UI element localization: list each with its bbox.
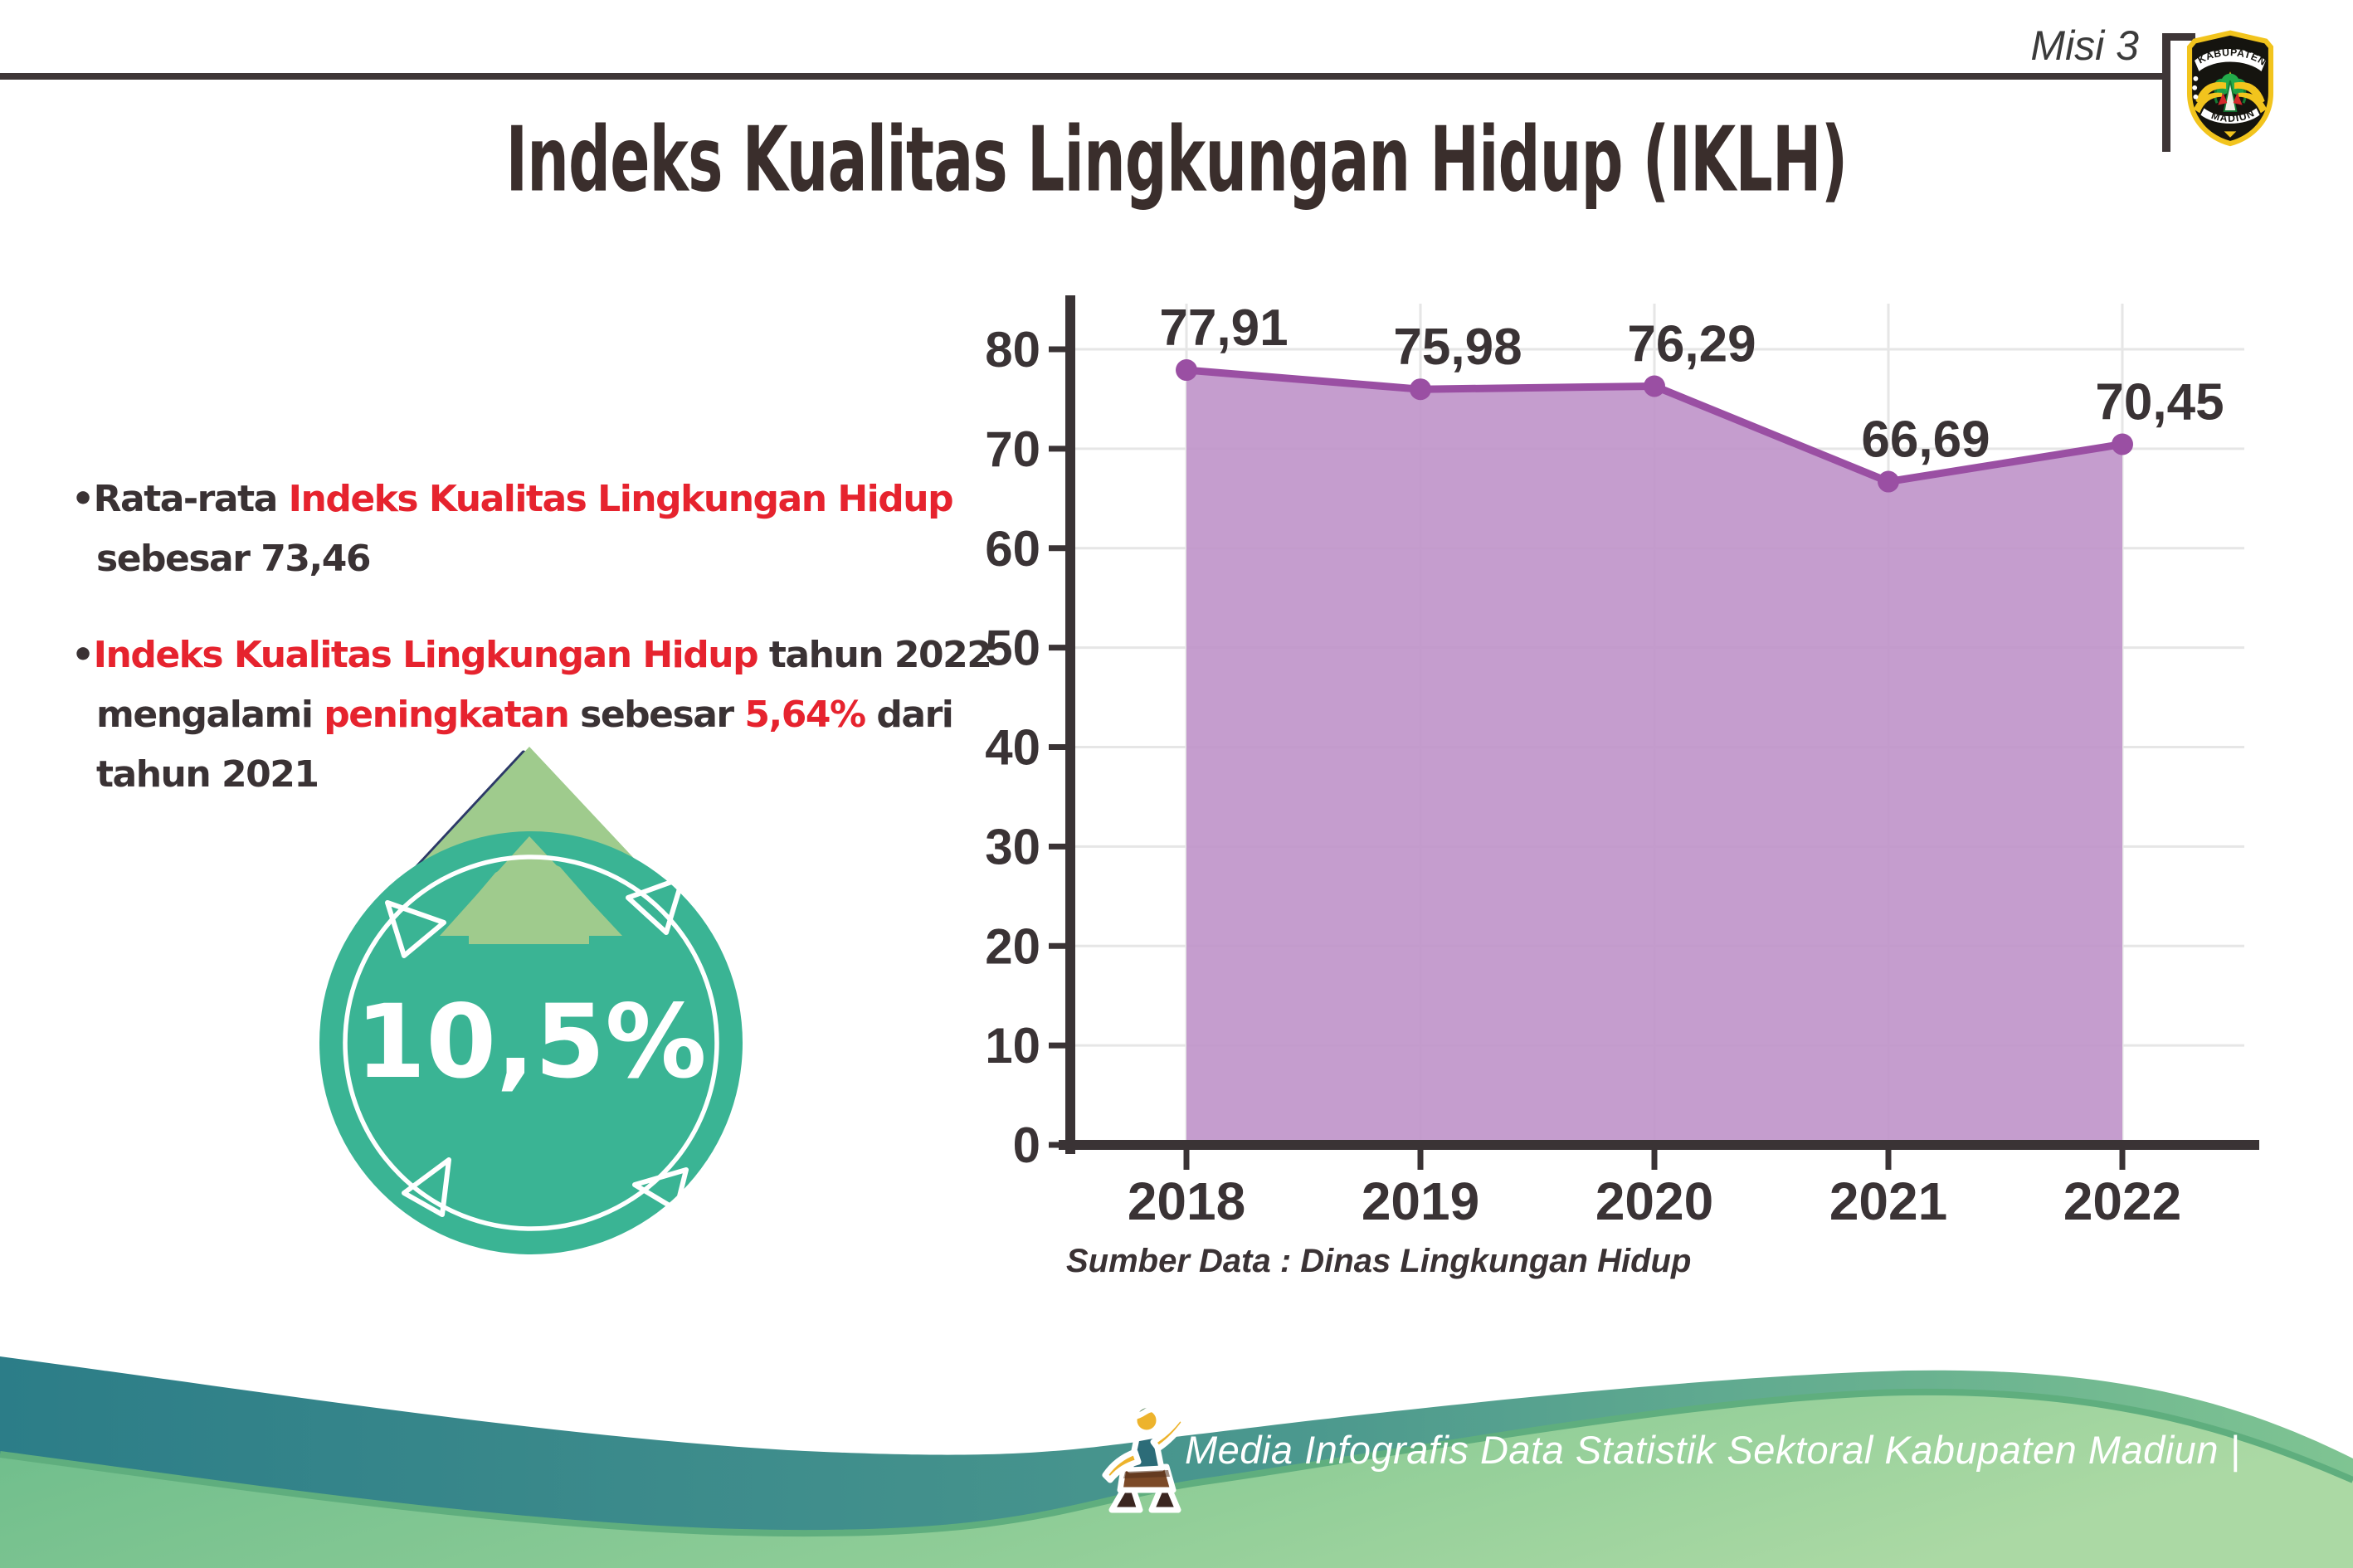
bullet-segment: 5,64% [744, 694, 866, 736]
svg-text:70,45: 70,45 [2095, 373, 2224, 431]
footer-caption: Media Infografis Data Statistik Sektoral… [1185, 1428, 2241, 1472]
badge-inner-ring [343, 855, 719, 1231]
svg-text:0: 0 [1013, 1118, 1040, 1173]
notes-panel: •Rata-rata Indeks Kualitas Lingkungan Hi… [71, 470, 1025, 841]
bullet-increase: •Indeks Kualitas Lingkungan Hidup tahun … [71, 626, 1025, 805]
bullet-segment: tahun 2022 mengalami [96, 634, 992, 736]
page-title: Indeks Kualitas Lingkungan Hidup (IKLH) [505, 108, 1849, 212]
bullet-average: •Rata-rata Indeks Kualitas Lingkungan Hi… [71, 470, 1025, 589]
increase-badge: 10,5% [319, 747, 743, 1254]
chart-dots [1176, 359, 2133, 493]
logo-bracket-vertical [2162, 33, 2170, 152]
footer-waves [0, 1356, 2353, 1568]
arrow-head-core [440, 836, 622, 936]
badge-value: 10,5% [355, 983, 706, 1101]
svg-text:75,98: 75,98 [1393, 319, 1522, 376]
svg-text:66,69: 66,69 [1861, 411, 1990, 469]
svg-text:80: 80 [985, 322, 1040, 377]
svg-text:10: 10 [985, 1018, 1040, 1074]
svg-text:2022: 2022 [2063, 1171, 2181, 1231]
svg-text:50: 50 [985, 621, 1040, 676]
iklh-area-chart: 77,91 75,98 76,29 66,69 70,45 0 10 20 30 40 50 60 70… [985, 295, 2259, 1231]
header-rule [0, 73, 2162, 80]
logo-bracket-stub [2162, 33, 2195, 41]
svg-text:40: 40 [985, 720, 1040, 776]
chart-ticks [1049, 346, 2126, 1170]
chart-point-labels: 77,91 75,98 76,29 66,69 70,45 [1159, 299, 2224, 468]
mascot-dancer-icon [1102, 1401, 1188, 1513]
arrow-stem-core [469, 929, 589, 944]
bullet-segment: dari tahun 2021 [96, 694, 954, 796]
chart-ytick-labels: 0 10 20 30 40 50 60 70 80 [985, 322, 1040, 1173]
bullet-segment: sebesar [568, 694, 745, 736]
logo-cotton-icon [2192, 75, 2199, 100]
svg-text:70: 70 [985, 421, 1040, 477]
bullet-segment: • [71, 634, 95, 676]
kabupaten-madiun-logo-icon: KABUPATEN MADIUN [2186, 30, 2274, 147]
chart-axes [1059, 295, 2259, 1154]
svg-text:20: 20 [985, 918, 1040, 974]
logo-wings-icon [2193, 81, 2268, 114]
bullet-segment: sebesar 73,46 [96, 538, 371, 580]
mission-label: Misi 3 [2030, 22, 2139, 69]
source-note: Sumber Data : Dinas Lingkungan Hidup [1066, 1243, 1692, 1279]
svg-text:2019: 2019 [1362, 1171, 1479, 1231]
svg-text:60: 60 [985, 521, 1040, 577]
bullet-segment: Indeks Kualitas Lingkungan Hidup [288, 478, 954, 520]
logo-red-ribbons-icon [2218, 92, 2243, 105]
badge-sparkles [385, 875, 689, 1217]
svg-text:76,29: 76,29 [1627, 315, 1756, 373]
svg-text:2018: 2018 [1128, 1171, 1245, 1231]
footer-dome-edge [0, 1388, 2353, 1537]
svg-text:2021: 2021 [1829, 1171, 1947, 1231]
svg-text:30: 30 [985, 819, 1040, 874]
bullet-segment: Indeks Kualitas Lingkungan Hidup [93, 634, 759, 676]
footer-green-dome [0, 1391, 2353, 1568]
svg-text:77,91: 77,91 [1159, 299, 1288, 357]
bullet-segment: peningkatan [324, 694, 570, 736]
svg-text:2020: 2020 [1595, 1171, 1713, 1231]
chart-xtick-labels: 2018 2019 2020 2021 2022 [1128, 1171, 2181, 1231]
chart-area-fill [1186, 370, 2122, 1145]
bullet-segment: •Rata-rata [71, 478, 289, 520]
